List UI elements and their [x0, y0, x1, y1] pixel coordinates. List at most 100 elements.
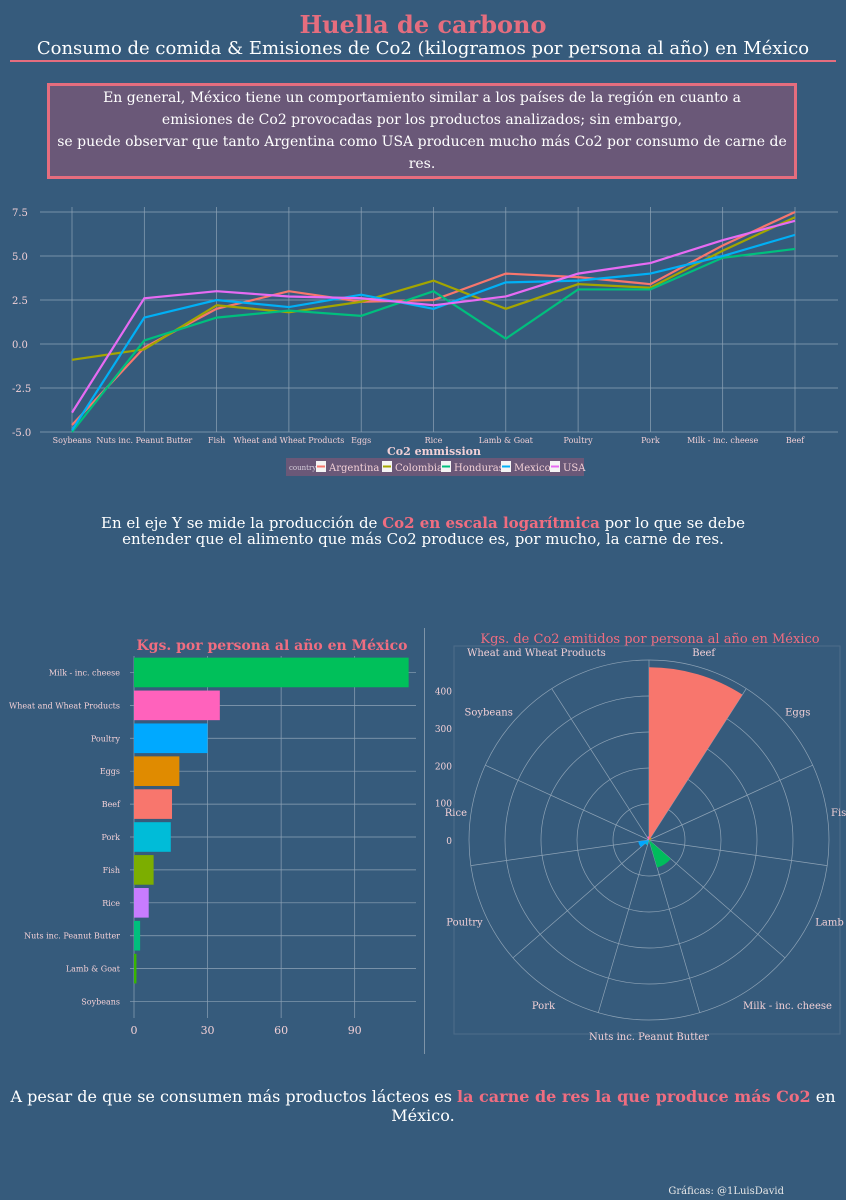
x-tick-label: 90 — [348, 1024, 362, 1037]
explanation-text: En el eje Y se mide la producción de — [101, 514, 383, 532]
y-tick-label: -5.0 — [12, 428, 31, 439]
bar — [134, 723, 208, 754]
angle-label: Eggs — [785, 708, 810, 719]
polar-bar — [647, 839, 649, 841]
polar-bar — [647, 836, 649, 840]
y-tick-label: Nuts inc. Peanut Butter — [24, 932, 120, 941]
spoke-gridline — [551, 688, 650, 841]
spoke-gridline — [512, 839, 650, 959]
angle-label: Nuts inc. Peanut Butter — [589, 1032, 709, 1043]
x-tick-label: Poultry — [564, 436, 594, 445]
y-tick-label: Pork — [101, 833, 120, 842]
angle-label: Fish — [831, 808, 846, 819]
x-tick-label: Pork — [641, 436, 660, 445]
bar-chart: Kgs. por persona al año en México 0 30 60 9… — [9, 637, 416, 1037]
summary-line: se puede observar que tanto Argentina co… — [57, 134, 787, 172]
page-subtitle: Consumo de comida & Emisiones de Co2 (ki… — [36, 38, 810, 59]
conclusion-text: en México. — [391, 1087, 836, 1125]
bar — [134, 822, 171, 852]
x-tick-label: Wheat and Wheat Products — [233, 436, 344, 445]
x-tick-label: Eggs — [351, 436, 371, 445]
summary-line: En general, México tiene un comportamien… — [103, 90, 741, 106]
bar-chart-title: Kgs. por persona al año en México — [137, 637, 408, 654]
r-tick-label: 200 — [435, 762, 452, 772]
spoke-gridline — [485, 764, 650, 841]
y-tick-label: Wheat and Wheat Products — [9, 701, 120, 710]
x-tick-label: Fish — [208, 436, 225, 445]
angle-label: Rice — [445, 808, 467, 819]
spoke-gridline — [648, 839, 701, 1013]
bar — [134, 855, 154, 885]
x-tick-label: Beef — [786, 436, 805, 445]
series-line — [71, 247, 796, 433]
spoke-gridline — [648, 764, 813, 841]
angle-label: Soybeans — [464, 708, 512, 719]
conclusion-line: A pesar de que se consumen más productos… — [0, 1087, 846, 1125]
x-tick-label: 0 — [131, 1024, 138, 1037]
series-line — [71, 219, 796, 414]
angle-label: Milk - inc. cheese — [743, 1001, 832, 1012]
conclusion-text: A pesar de que se consumen más productos… — [10, 1087, 458, 1106]
series-line — [71, 211, 796, 426]
angle-label: Beef — [692, 648, 716, 659]
polar-panel — [453, 645, 841, 1035]
bar — [134, 888, 149, 918]
polar-bar — [649, 837, 652, 840]
angle-label: Poultry — [446, 917, 483, 928]
legend-label: Colombia — [395, 463, 443, 474]
explanation-line-1: En el eje Y se mide la producción de Co2… — [0, 514, 846, 532]
x-tick-label: Nuts inc. Peanut Butter — [96, 436, 192, 445]
r-tick-label: 100 — [435, 800, 452, 810]
y-tick-label: Beef — [102, 800, 121, 809]
polar-bar — [649, 840, 671, 868]
polar-bar — [649, 839, 651, 841]
conclusion-highlight: la carne de res la que produce más Co2 — [457, 1087, 811, 1106]
y-tick-label: Soybeans — [81, 998, 120, 1007]
polar-bar — [638, 840, 649, 848]
summary-note: En general, México tiene un comportamien… — [47, 83, 797, 179]
credit: Gráficas: @1LuisDavid — [668, 1186, 784, 1197]
bar — [134, 657, 409, 688]
y-tick-label: Eggs — [100, 767, 120, 776]
bar — [134, 789, 173, 819]
legend-label: Honduras — [454, 463, 504, 474]
legend-title: country — [289, 464, 316, 472]
line-chart: 7.5 5.0 2.5 0.0 -2.5 -5.0 Soybeans Nuts inc. Pe… — [12, 207, 838, 476]
spoke-gridline — [597, 839, 650, 1013]
y-tick-label: Poultry — [91, 734, 121, 743]
title-divider — [10, 60, 836, 62]
bar — [134, 690, 220, 721]
angle-label: Lamb & Goat — [815, 917, 846, 928]
spoke-gridline — [648, 839, 786, 959]
legend-label: USA — [563, 463, 586, 474]
page-title: Huella de carbono — [299, 10, 547, 39]
angle-label: Wheat and Wheat Products — [467, 648, 606, 659]
explanation-highlight: Co2 en escala logarítmica — [382, 514, 600, 532]
y-tick-label: Milk - inc. cheese — [49, 668, 120, 677]
x-tick-label: Rice — [425, 436, 443, 445]
spoke-gridline — [648, 839, 828, 866]
y-tick-label: 0.0 — [12, 340, 28, 351]
r-tick-label: 400 — [435, 688, 452, 698]
y-tick-label: 5.0 — [12, 252, 28, 263]
legend-label: Argentina — [328, 463, 379, 474]
bar — [134, 920, 141, 951]
x-tick-label: Lamb & Goat — [479, 436, 534, 445]
y-tick-label: Lamb & Goat — [66, 965, 121, 974]
y-tick-label: 2.5 — [12, 296, 28, 307]
bar — [134, 953, 137, 984]
polar-bar — [644, 840, 649, 846]
y-tick-label: -2.5 — [12, 384, 31, 395]
chart-divider — [424, 628, 425, 1054]
x-tick-label: Soybeans — [53, 436, 92, 445]
summary-line: emisiones de Co2 provocadas por los prod… — [161, 112, 683, 128]
explanation-line-2: entender que el alimento que más Co2 pro… — [122, 530, 724, 548]
polar-bar — [649, 840, 651, 841]
polar-chart-title: Kgs. de Co2 emitidos por persona al año … — [480, 632, 819, 647]
r-tick-label: 0 — [446, 837, 452, 847]
r-tick-label: 300 — [435, 725, 452, 735]
y-tick-label: 7.5 — [12, 208, 28, 219]
series-line — [71, 216, 796, 361]
legend-label: Mexico — [514, 463, 551, 474]
x-tick-label: 60 — [274, 1024, 288, 1037]
